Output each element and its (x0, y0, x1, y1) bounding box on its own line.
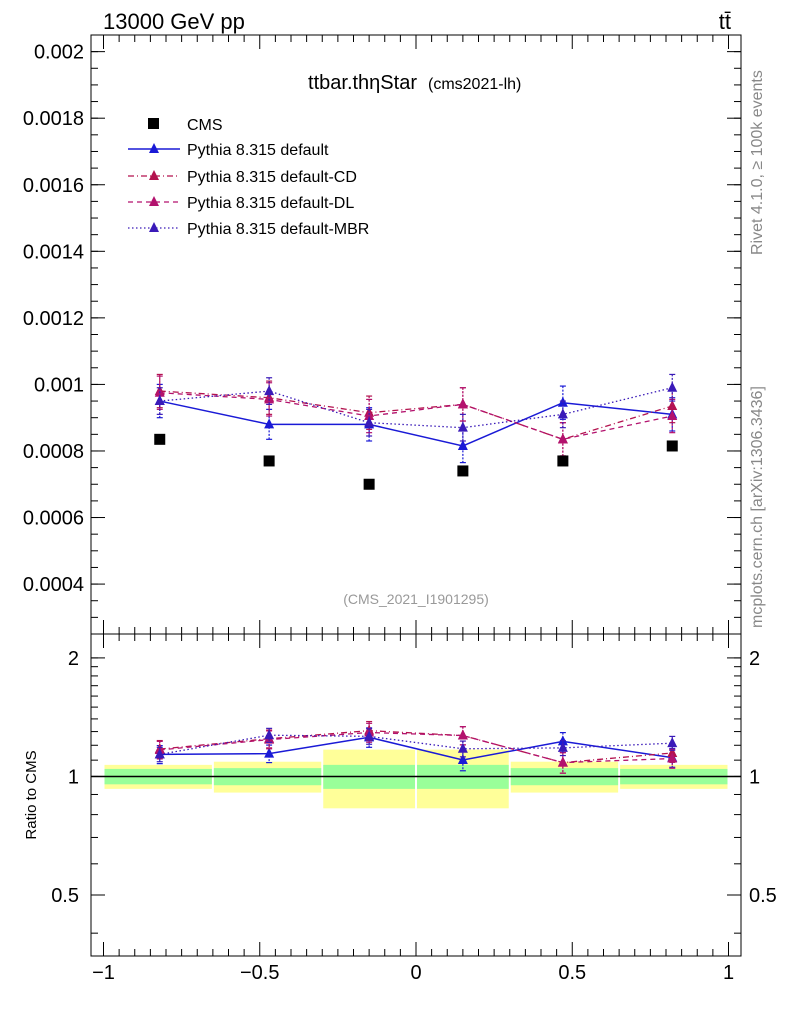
data-point (557, 455, 569, 467)
ratio-series-line-1 (159, 729, 673, 764)
ratio-series-line-2 (159, 731, 673, 764)
main-series-line-2 (159, 392, 673, 440)
rivet-label: Rivet 4.1.0, ≥ 100k events (749, 70, 766, 255)
ratio-series-marker (667, 746, 678, 757)
main-y-tick-label: 0.0004 (23, 574, 84, 596)
legend-marker-cd (149, 170, 159, 180)
ratio-ylabel: Ratio to CMS (23, 750, 40, 839)
main-series-marker (364, 416, 375, 427)
main-series-marker (667, 381, 678, 392)
main-y-tick-label: 0.0012 (23, 308, 84, 330)
main-series-marker (264, 385, 275, 396)
legend-marker-default (149, 143, 159, 153)
main-data-layer (154, 433, 678, 490)
main-x-ticks (103, 35, 729, 634)
chart-title: ttbar.thηStar (308, 72, 417, 94)
ratio-y-tick-label-right: 1 (749, 766, 760, 788)
ratio-series-marker (457, 753, 468, 764)
ratio-x-axis: −1 −0.5 0 0.5 1 (92, 634, 734, 984)
data-point (154, 433, 166, 445)
ratio-y-tick-label-right: 0.5 (749, 885, 777, 907)
legend-marker-mbr (149, 222, 159, 232)
data-point (263, 455, 275, 467)
main-series-line-1 (159, 390, 673, 441)
main-series-marker (264, 418, 275, 429)
ratio-series-marker (154, 748, 165, 759)
data-point (666, 440, 678, 452)
ratio-panel: 0.5 0.5 1 1 2 2 −1 −0.5 0 0.5 1 Ratio to CMS (23, 633, 777, 984)
mcplots-label: mcplots.cern.ch [arXiv:1306.3436] (749, 386, 766, 628)
main-series-marker (667, 410, 678, 421)
x-tick-label: 1 (723, 962, 734, 984)
ratio-y-tick-label-right: 2 (749, 648, 760, 670)
main-y-tick-label: 0.001 (34, 374, 84, 396)
ratio-uncertainty-bands (104, 749, 728, 809)
ratio-series-marker (457, 742, 468, 753)
legend-marker-dl (149, 196, 159, 206)
main-panel: 0.0004 0.0006 0.0008 0.001 0.0012 0.0014 0.001… (23, 34, 742, 635)
ratio-y-tick-label: 0.5 (51, 885, 79, 907)
main-series-marker (457, 439, 468, 450)
legend-label-dl: Pythia 8.315 default-DL (187, 195, 354, 212)
analysis-id: (CMS_2021_I1901295) (343, 591, 489, 607)
chart-subtitle: (cms2021-lh) (428, 76, 521, 93)
main-y-tick-label: 0.0014 (23, 241, 84, 263)
ratio-panel-frame (90, 633, 742, 957)
legend: CMS Pythia 8.315 default Pythia 8.315 de… (128, 117, 369, 238)
ratio-series-marker (667, 737, 678, 748)
data-point (363, 478, 375, 490)
legend-label-default: Pythia 8.315 default (187, 142, 329, 159)
main-y-tick-label: 0.0016 (23, 175, 84, 197)
ratio-series-line-3 (159, 734, 673, 756)
ratio-series-layer (154, 720, 678, 774)
ratio-y-tick-label: 2 (68, 648, 79, 670)
ratio-series-marker (667, 752, 678, 763)
ratio-series-marker (264, 729, 275, 740)
ratio-series-marker (557, 741, 568, 752)
ratio-y-tick-label: 1 (68, 766, 79, 788)
main-series-marker (557, 433, 568, 444)
ratio-series-marker (264, 747, 275, 758)
x-tick-label: −0.5 (240, 962, 279, 984)
legend-label-mbr: Pythia 8.315 default-MBR (187, 221, 369, 238)
x-tick-label: −1 (92, 962, 115, 984)
ratio-y-axis: 0.5 0.5 1 1 2 2 (51, 648, 777, 934)
main-y-axis: 0.0004 0.0006 0.0008 0.001 0.0012 0.0014 0.001… (23, 34, 741, 618)
main-series-line-0 (159, 400, 673, 447)
main-series-layer (154, 373, 678, 464)
main-y-tick-label: 0.0006 (23, 508, 84, 530)
main-series-line-3 (159, 387, 673, 429)
main-series-marker (364, 410, 375, 421)
legend-marker-cms (148, 118, 159, 129)
ratio-series-marker (557, 756, 568, 767)
process-label: tt̄ (719, 9, 731, 34)
main-series-marker (264, 393, 275, 404)
main-y-tick-label: 0.0018 (23, 108, 84, 130)
ratio-series-marker (364, 730, 375, 741)
main-y-tick-label: 0.002 (34, 42, 84, 64)
main-series-marker (154, 395, 165, 406)
energy-label: 13000 GeV pp (103, 9, 245, 34)
main-series-marker (557, 408, 568, 419)
ratio-series-marker (457, 729, 468, 740)
legend-label-cms: CMS (187, 117, 223, 134)
legend-label-cd: Pythia 8.315 default-CD (187, 169, 357, 186)
main-series-marker (457, 421, 468, 432)
main-series-marker (457, 398, 468, 409)
x-tick-label: 0 (410, 962, 421, 984)
ratio-series-line-0 (159, 736, 673, 761)
main-series-marker (667, 400, 678, 411)
x-tick-label: 0.5 (558, 962, 586, 984)
data-point (457, 465, 469, 477)
main-y-tick-label: 0.0008 (23, 441, 84, 463)
